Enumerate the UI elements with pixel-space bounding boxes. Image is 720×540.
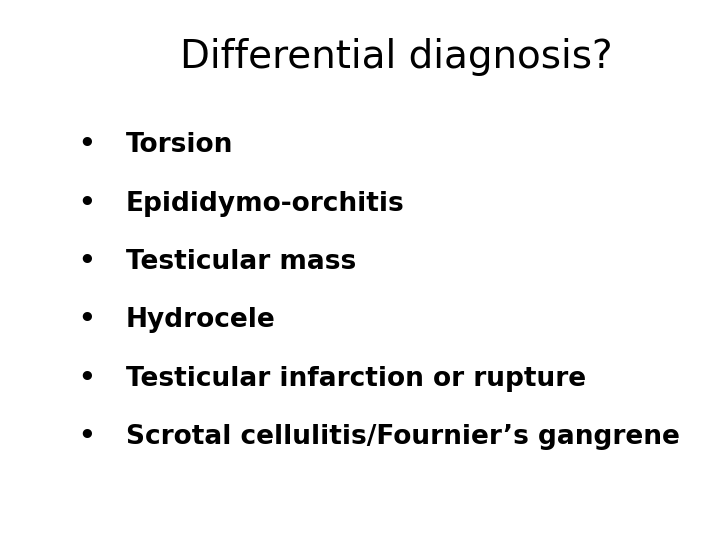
- Text: •: •: [78, 191, 95, 217]
- Text: •: •: [78, 132, 95, 158]
- Text: Scrotal cellulitis/Fournier’s gangrene: Scrotal cellulitis/Fournier’s gangrene: [126, 424, 680, 450]
- Text: •: •: [78, 307, 95, 333]
- Text: •: •: [78, 424, 95, 450]
- Text: Differential diagnosis?: Differential diagnosis?: [180, 38, 612, 76]
- Text: Epididymo-orchitis: Epididymo-orchitis: [126, 191, 405, 217]
- Text: •: •: [78, 249, 95, 275]
- Text: Testicular infarction or rupture: Testicular infarction or rupture: [126, 366, 586, 392]
- Text: Hydrocele: Hydrocele: [126, 307, 276, 333]
- Text: Testicular mass: Testicular mass: [126, 249, 356, 275]
- Text: Torsion: Torsion: [126, 132, 233, 158]
- Text: •: •: [78, 366, 95, 392]
